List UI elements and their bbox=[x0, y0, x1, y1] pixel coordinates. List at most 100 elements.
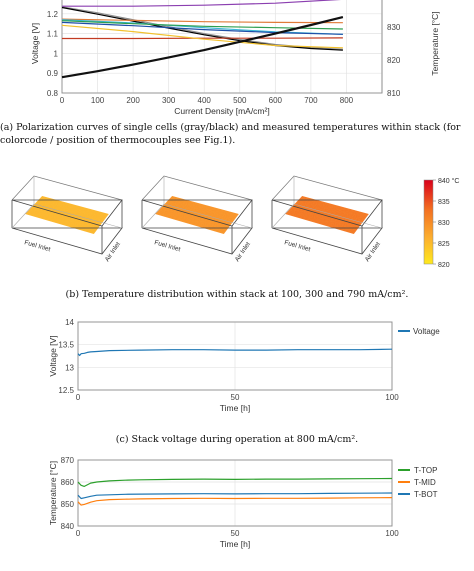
y-tick-label: 1.2 bbox=[47, 10, 59, 19]
colorbar-tick-label: 820 bbox=[438, 262, 450, 269]
x-tick-label: 50 bbox=[231, 393, 240, 402]
plot-border bbox=[77, 321, 393, 391]
x-tick-label: 100 bbox=[91, 96, 105, 105]
box-edge-hidden-bottom bbox=[33, 203, 123, 229]
box-edge-hidden-bottom bbox=[163, 203, 253, 229]
fuel-inlet-label: Fuel Inlet bbox=[153, 239, 181, 253]
y-tick-label: 0.9 bbox=[47, 69, 59, 78]
series-line-6 bbox=[61, 21, 343, 35]
chart-c: 0 50 100 12.5 13 13.5 14 Time [h] Voltage [V] Vol… bbox=[48, 318, 440, 413]
colorbar-tick-label: 840 °C bbox=[438, 177, 459, 185]
y-tick-label: 840 bbox=[61, 522, 75, 531]
air-inlet-label: Air Inlet bbox=[104, 241, 122, 263]
series-line-9 bbox=[61, 16, 344, 79]
y-axis-label: Temperature [°C] bbox=[48, 461, 58, 525]
box-edge-back bbox=[141, 175, 253, 201]
y-tick-label: 13 bbox=[65, 363, 74, 372]
y-axis-label: Voltage [V] bbox=[30, 23, 40, 64]
x-tick-label: 800 bbox=[340, 96, 354, 105]
chart-b-views: Fuel Inlet Air Inlet Fuel Inlet Air Inlet Fu… bbox=[11, 175, 383, 263]
x-tick-label: 0 bbox=[76, 529, 81, 538]
series-line-1 bbox=[61, 6, 343, 51]
chart-b: Fuel Inlet Air Inlet Fuel Inlet Air Inlet Fu… bbox=[11, 175, 459, 269]
temperature-slab-texture bbox=[25, 196, 109, 234]
series-line-0 bbox=[77, 348, 393, 357]
plot-border bbox=[61, 0, 383, 94]
legend: T-TOP T-MID T-BOT bbox=[398, 466, 438, 499]
air-inlet-label: Air Inlet bbox=[234, 241, 252, 263]
chart-d: 0 50 100 840 850 860 870 Time [h] Temperature [°… bbox=[48, 456, 438, 549]
colorbar-tick-label: 830 bbox=[438, 220, 450, 227]
x-tick-label: 300 bbox=[162, 96, 176, 105]
x-tick-label: 400 bbox=[198, 96, 212, 105]
y-tick-label: 1 bbox=[54, 49, 59, 58]
colorbar: 840 °C 835 830 825 820 bbox=[423, 177, 459, 269]
x-tick-label: 200 bbox=[126, 96, 140, 105]
x-tick-label: 700 bbox=[304, 96, 318, 105]
legend-label-voltage: Voltage bbox=[413, 327, 440, 336]
box-edge-top bbox=[141, 199, 253, 227]
series-line-1 bbox=[77, 497, 393, 506]
x-axis-label: Time [h] bbox=[220, 539, 250, 549]
x-tick-label: 100 bbox=[385, 529, 399, 538]
x-tick-label: 500 bbox=[233, 96, 247, 105]
x-tick-label: 0 bbox=[76, 393, 81, 402]
box-edge-hidden-bottom bbox=[271, 203, 295, 229]
y-tick-label: 0.8 bbox=[47, 89, 59, 98]
box-edge-back bbox=[11, 175, 123, 201]
chart-a-plot-area: 01002003004005006007008000.80.911.11.21.… bbox=[30, 0, 440, 116]
x-tick-label: 100 bbox=[385, 393, 399, 402]
series-line-3 bbox=[62, 37, 343, 40]
colorbar-tick-label: 835 bbox=[438, 199, 450, 206]
chart-d-plot-area: 0 50 100 840 850 860 870 Time [h] Temperature [°… bbox=[48, 456, 438, 549]
y-tick-label: 870 bbox=[61, 456, 75, 465]
box-edge-bottom bbox=[271, 227, 383, 255]
box-edge-top bbox=[11, 199, 123, 227]
caption-c: (c) Stack voltage during operation at 80… bbox=[115, 434, 359, 445]
series-line-8 bbox=[61, 24, 343, 49]
y2-tick-label: 820 bbox=[387, 56, 401, 65]
y-tick-label: 850 bbox=[61, 500, 75, 509]
box-edge-hidden-bottom bbox=[293, 203, 383, 229]
y-tick-label: 14 bbox=[65, 318, 74, 327]
x-tick-label: 600 bbox=[269, 96, 283, 105]
box-edge-hidden-bottom bbox=[141, 203, 165, 229]
caption-a-line1: (a) Polarization curves of single cells … bbox=[0, 122, 461, 133]
fuel-inlet-label: Fuel Inlet bbox=[23, 239, 51, 253]
legend-label-1: T-MID bbox=[414, 478, 436, 487]
stack-view-2: Fuel Inlet Air Inlet bbox=[271, 175, 383, 263]
chart-a: 01002003004005006007008000.80.911.11.21.… bbox=[30, 0, 440, 116]
air-inlet-label: Air Inlet bbox=[364, 241, 382, 263]
colorbar-gradient bbox=[423, 179, 434, 265]
x-axis-label: Current Density [mA/cm²] bbox=[174, 106, 269, 116]
series-line-4 bbox=[62, 0, 342, 7]
series-line-0 bbox=[77, 477, 393, 488]
legend: Voltage bbox=[398, 327, 440, 336]
y-tick-label: 13.5 bbox=[58, 341, 74, 350]
caption-b: (b) Temperature distribution within stac… bbox=[65, 289, 409, 300]
stack-view-0: Fuel Inlet Air Inlet bbox=[11, 175, 123, 263]
y2-tick-label: 830 bbox=[387, 23, 401, 32]
temperature-slab-texture bbox=[155, 196, 239, 234]
legend-label-2: T-BOT bbox=[414, 490, 438, 499]
x-tick-label: 50 bbox=[231, 529, 240, 538]
series-line-2 bbox=[77, 492, 393, 500]
box-edge-top bbox=[271, 199, 383, 227]
series-line-2 bbox=[61, 18, 343, 24]
y2-tick-label: 810 bbox=[387, 89, 401, 98]
temperature-slab-texture bbox=[285, 196, 369, 234]
box-edge-hidden-bottom bbox=[11, 203, 35, 229]
x-tick-label: 0 bbox=[60, 96, 65, 105]
y-axis-label: Voltage [V] bbox=[48, 335, 58, 376]
y2-axis-label: Temperature [°C] bbox=[430, 11, 440, 75]
stack-view-1: Fuel Inlet Air Inlet bbox=[141, 175, 253, 263]
legend-label-0: T-TOP bbox=[414, 466, 437, 475]
fuel-inlet-label: Fuel Inlet bbox=[283, 239, 311, 253]
y-tick-label: 1.1 bbox=[47, 30, 59, 39]
chart-c-plot-area: 0 50 100 12.5 13 13.5 14 Time [h] Voltage [V] Vol… bbox=[48, 318, 440, 413]
box-edge-bottom bbox=[11, 227, 123, 255]
box-edge-back bbox=[271, 175, 383, 201]
caption-a-line2: colorcode / position of thermocouples se… bbox=[0, 135, 236, 146]
x-axis-label: Time [h] bbox=[220, 403, 250, 413]
y-tick-label: 12.5 bbox=[58, 386, 74, 395]
